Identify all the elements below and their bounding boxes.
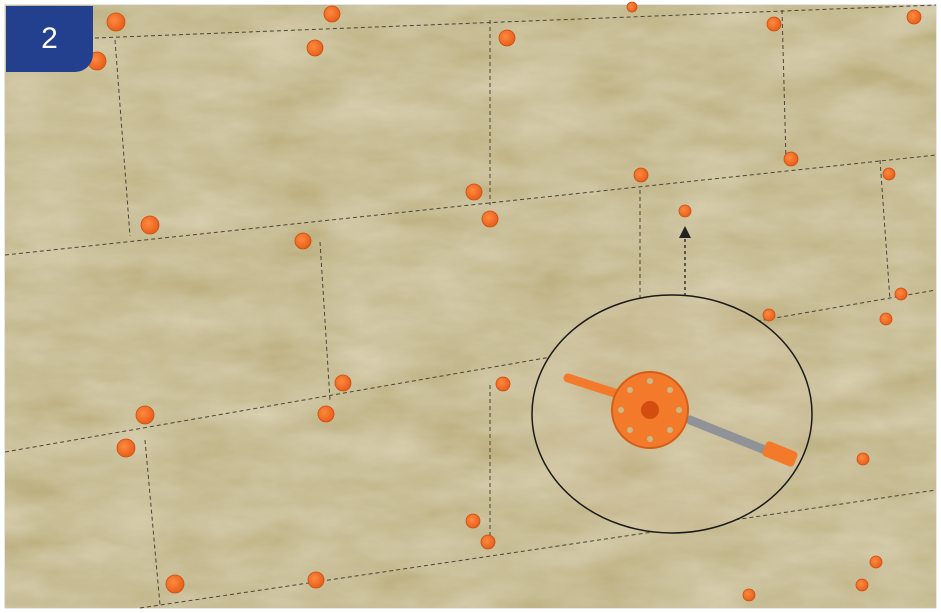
fibre-texture [5, 5, 936, 608]
step-badge: 2 [6, 6, 93, 72]
slab-seams [4, 4, 937, 609]
pointer-arrow [679, 226, 691, 296]
dowels [87, 1, 922, 602]
magnifier [531, 294, 813, 534]
